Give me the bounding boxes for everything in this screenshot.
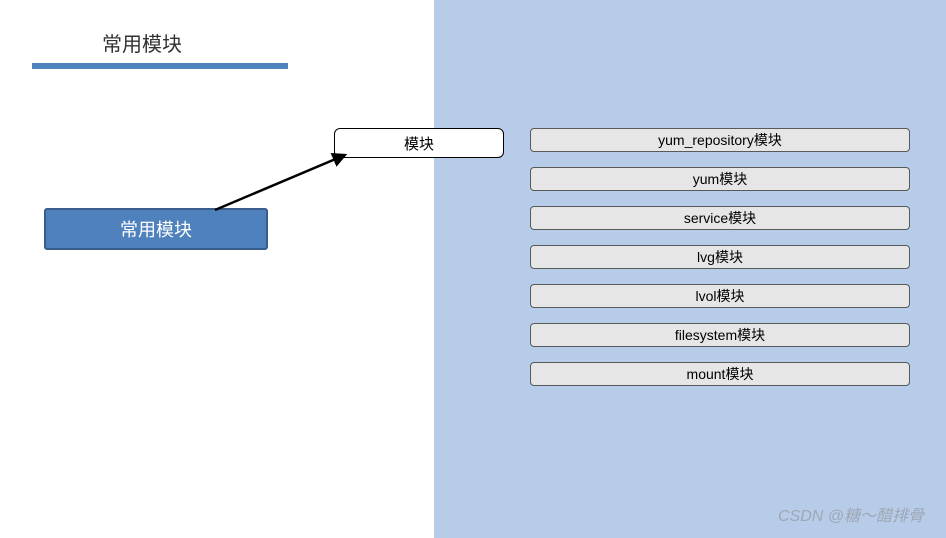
hub-node-label: 模块: [404, 133, 434, 154]
module-item-label: yum模块: [693, 169, 747, 189]
root-node: 常用模块: [44, 208, 268, 250]
module-item-label: yum_repository模块: [658, 130, 782, 150]
module-item-label: filesystem模块: [675, 325, 765, 345]
section-title: 常用模块: [102, 28, 182, 57]
module-item: lvol模块: [530, 284, 910, 308]
module-item: yum_repository模块: [530, 128, 910, 152]
module-item-label: mount模块: [687, 364, 754, 384]
module-item: service模块: [530, 206, 910, 230]
module-item-label: lvol模块: [695, 286, 744, 306]
module-item-label: service模块: [684, 208, 756, 228]
hub-node: 模块: [334, 128, 504, 158]
module-item: mount模块: [530, 362, 910, 386]
module-list: yum_repository模块 yum模块 service模块 lvg模块 lvol模…: [530, 128, 910, 401]
module-item-label: lvg模块: [697, 247, 743, 267]
module-item: lvg模块: [530, 245, 910, 269]
root-node-label: 常用模块: [120, 216, 192, 242]
arrow-line: [215, 155, 345, 210]
title-underline: [32, 63, 288, 69]
module-item: yum模块: [530, 167, 910, 191]
watermark: CSDN @糖～醋排骨: [778, 502, 924, 526]
module-item: filesystem模块: [530, 323, 910, 347]
